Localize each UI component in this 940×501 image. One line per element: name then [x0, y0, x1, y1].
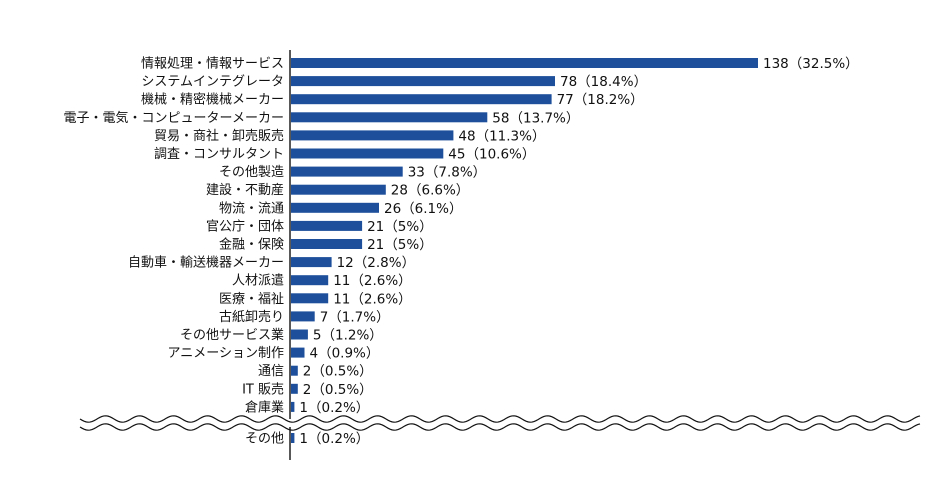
category-label-item-2: システムインテグレータ — [141, 75, 284, 90]
category-label-item-15: 古紙卸売り — [219, 309, 284, 325]
category-label-item-17: アニメーション制作 — [168, 346, 284, 361]
value-label-item-16: 5（1.2%） — [313, 328, 383, 344]
value-label-item-14: 11（2.6%） — [333, 291, 411, 307]
category-label-item-8: 建設・不動産 — [206, 182, 284, 198]
category-label-item-13: 人材派遣 — [232, 274, 284, 289]
value-label-item-17: 4（0.9%） — [310, 346, 380, 362]
value-label-item-5: 48（11.3%） — [458, 128, 545, 144]
axis-break-gap — [80, 419, 920, 427]
bar-item-9 — [291, 202, 379, 213]
category-label-item-20: 倉庫業 — [245, 399, 284, 415]
bar-item-3 — [291, 94, 552, 105]
value-label-item-15: 7（1.7%） — [320, 309, 390, 325]
axis-break-wave-2 — [79, 423, 921, 431]
axis-break — [79, 415, 921, 431]
value-label-item-9: 26（6.1%） — [384, 201, 462, 217]
value-label-item-4: 58（13.7%） — [492, 110, 579, 126]
category-label-item-9: 物流・流通 — [219, 201, 284, 216]
value-label-item-7: 33（7.8%） — [408, 165, 486, 181]
category-label-item-7: その他製造 — [219, 165, 284, 180]
category-label-item-16: その他サービス業 — [180, 327, 284, 343]
category-label-item-14: 医療・福祉 — [219, 292, 284, 307]
value-label-item-1: 138（32.5%） — [763, 56, 859, 72]
bar-item-5 — [291, 130, 454, 141]
bar-item-21 — [291, 433, 295, 443]
category-label-item-21: その他 — [245, 432, 284, 447]
bar-item-15 — [291, 311, 315, 322]
value-label-item-11: 21（5%） — [367, 237, 433, 253]
category-label-item-3: 機械・精密機械メーカー — [141, 92, 284, 108]
bar-group — [291, 58, 758, 443]
value-label-item-19: 2（0.5%） — [303, 382, 373, 398]
category-label-item-18: 通信 — [258, 364, 284, 379]
value-label-item-3: 77（18.2%） — [557, 92, 644, 108]
value-label-item-18: 2（0.5%） — [303, 364, 373, 380]
category-labels: 情報処理・情報サービスシステムインテグレータ機械・精密機械メーカー電子・電気・コ… — [64, 57, 284, 447]
value-label-item-21: 1（0.2%） — [299, 431, 369, 447]
bar-item-10 — [291, 220, 363, 231]
value-labels: 138（32.5%） 78（18.4%） 77（18.2%） 58（13.7%） 48（… — [299, 56, 858, 447]
bar-item-7 — [291, 166, 403, 177]
category-label-item-6: 調査・コンサルタント — [154, 147, 284, 162]
category-label-item-4: 電子・電気・コンピューターメーカー — [64, 110, 284, 126]
bar-item-2 — [291, 76, 555, 87]
value-label-item-13: 11（2.6%） — [333, 273, 411, 289]
bar-item-19 — [291, 383, 298, 394]
bar-item-13 — [291, 275, 329, 286]
bar-item-17 — [291, 347, 305, 358]
category-label-item-5: 貿易・商社・卸売販売 — [154, 128, 284, 144]
bar-item-8 — [291, 184, 386, 195]
bar-item-6 — [291, 148, 444, 159]
bar-item-20 — [291, 401, 295, 412]
category-label-item-19: IT 販売 — [242, 381, 284, 397]
value-label-item-8: 28（6.6%） — [391, 183, 469, 199]
value-label-item-6: 45（10.6%） — [448, 147, 535, 163]
value-label-item-20: 1（0.2%） — [299, 400, 369, 416]
category-label-item-10: 官公庁・団体 — [206, 218, 284, 234]
bar-item-12 — [291, 257, 332, 268]
bar-item-1 — [291, 58, 758, 68]
category-label-item-11: 金融・保険 — [219, 237, 284, 253]
bar-item-18 — [291, 365, 298, 376]
category-label-item-1: 情報処理・情報サービス — [141, 57, 284, 72]
value-label-item-2: 78（18.4%） — [560, 74, 647, 90]
value-label-item-12: 12（2.8%） — [337, 255, 415, 271]
bar-item-11 — [291, 239, 363, 249]
value-label-item-10: 21（5%） — [367, 219, 433, 235]
bar-item-4 — [291, 112, 488, 123]
bar-item-14 — [291, 293, 329, 304]
axis-break-wave-1 — [79, 415, 921, 423]
bar-item-16 — [291, 329, 308, 340]
category-label-item-12: 自動車・輸送機器メーカー — [128, 256, 284, 271]
